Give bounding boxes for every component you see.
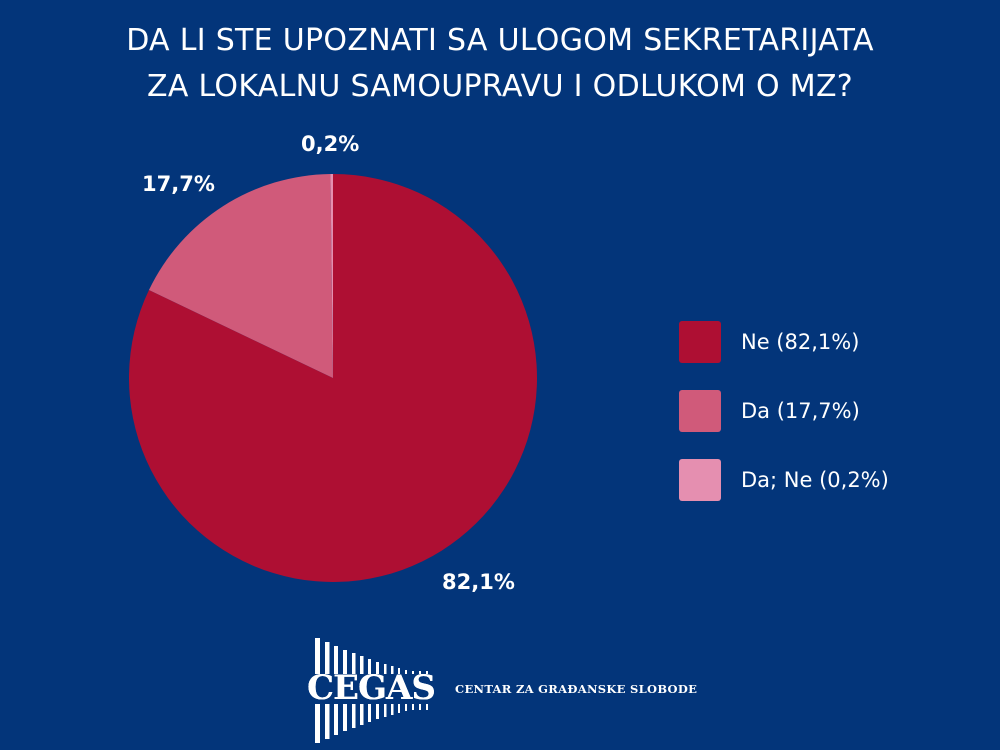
legend-label-da: Da (17,7%) <box>741 399 860 423</box>
org-name: CENTAR ZA GRAĐANSKE SLOBODE <box>455 682 698 696</box>
legend-label-ne: Ne (82,1%) <box>741 330 860 354</box>
pie-slice-da <box>148 174 333 378</box>
chart-legend: Ne (82,1%) Da (17,7%) Da; Ne (0,2%) <box>679 321 889 528</box>
pie-label-da-ne: 0,2% <box>301 132 360 156</box>
legend-swatch-da <box>679 390 721 432</box>
legend-item-da: Da (17,7%) <box>679 390 889 432</box>
pie-label-da: 17,7% <box>142 172 215 196</box>
chart-title-line-1: DA LI STE UPOZNATI SA ULOGOM SEKRETARIJA… <box>126 23 874 58</box>
pie-slice-da-ne <box>330 174 333 378</box>
legend-swatch-da-ne <box>679 459 721 501</box>
cegas-logo-bars-icon <box>305 638 443 743</box>
pie-slice-ne <box>129 174 538 582</box>
pie-label-ne: 82,1% <box>442 570 515 594</box>
chart-title-line-2: ZA LOKALNU SAMOUPRAVU I ODLUKOM O MZ? <box>146 69 854 104</box>
legend-swatch-ne <box>679 321 721 363</box>
legend-item-ne: Ne (82,1%) <box>679 321 889 363</box>
legend-item-da-ne: Da; Ne (0,2%) <box>679 459 889 501</box>
cegas-logo-text: CEGAS <box>307 668 436 708</box>
chart-title: DA LI STE UPOZNATI SA ULOGOM SEKRETARIJA… <box>0 18 1000 110</box>
footer-branding: CEGAS CENTAR ZA GRAĐANSKE SLOBODE <box>305 638 705 743</box>
legend-label-da-ne: Da; Ne (0,2%) <box>741 468 889 492</box>
